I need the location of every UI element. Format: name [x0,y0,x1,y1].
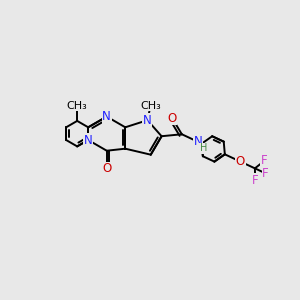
Text: O: O [236,155,245,168]
Text: N: N [84,134,93,146]
Text: O: O [102,162,111,176]
Text: CH₃: CH₃ [140,100,161,111]
Text: N: N [194,135,202,148]
Text: F: F [252,174,259,187]
Text: N: N [102,110,111,123]
Text: F: F [261,154,268,167]
Text: N: N [143,114,152,127]
Text: CH₃: CH₃ [67,101,88,111]
Text: O: O [168,112,177,125]
Text: F: F [262,167,269,180]
Text: H: H [200,143,207,153]
